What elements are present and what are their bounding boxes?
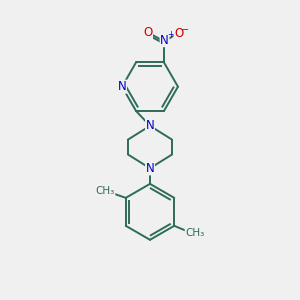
Text: O: O	[174, 26, 183, 40]
Text: +: +	[167, 30, 174, 39]
Text: CH₃: CH₃	[95, 186, 115, 196]
Text: N: N	[146, 119, 154, 132]
Text: N: N	[160, 34, 169, 46]
Text: CH₃: CH₃	[185, 228, 205, 238]
Text: N: N	[118, 80, 126, 93]
Text: −: −	[181, 25, 189, 35]
Text: N: N	[146, 162, 154, 175]
Text: O: O	[143, 26, 152, 39]
